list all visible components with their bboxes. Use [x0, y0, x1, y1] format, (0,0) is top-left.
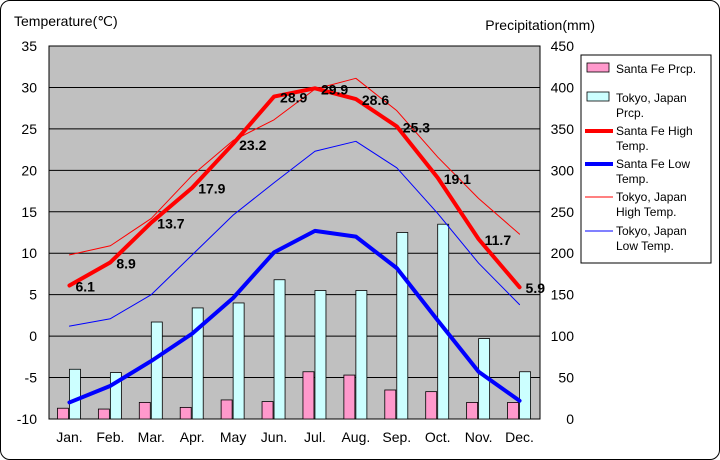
- left-tick-label: -5: [25, 370, 38, 386]
- category-label: Sep.: [382, 429, 411, 445]
- right-tick-label: 450: [551, 38, 575, 54]
- left-tick-label: 25: [21, 121, 37, 137]
- bar-0-3: [179, 406, 192, 420]
- category-label: Oct.: [425, 429, 451, 445]
- legend-label: Prcp.: [616, 106, 644, 120]
- bar-0-10: [466, 402, 479, 420]
- bar-1-3: [191, 307, 204, 420]
- data-label-8: 25.3: [403, 119, 430, 135]
- right-tick-label: 200: [551, 245, 575, 261]
- legend-label: Santa Fe High: [616, 124, 693, 138]
- bar-1-0: [69, 368, 81, 420]
- data-label-1: 8.9: [116, 255, 136, 271]
- series-line-2: [67, 86, 522, 290]
- left-tick-label: 5: [29, 287, 37, 303]
- right-tick-label: 100: [551, 328, 575, 344]
- legend-label: High Temp.: [616, 205, 676, 219]
- left-tick-label: 0: [29, 328, 37, 344]
- data-label-9: 19.1: [444, 171, 471, 187]
- bar-0-11: [507, 402, 519, 420]
- data-label-4: 23.2: [239, 137, 266, 153]
- bar-0-0: [57, 407, 69, 420]
- left-tick-label: 30: [21, 79, 37, 95]
- bar-0-1: [97, 408, 110, 420]
- category-label: Apr.: [180, 429, 205, 445]
- legend-label: Low Temp.: [616, 239, 674, 253]
- left-tick-label: 10: [21, 245, 37, 261]
- category-label: Jan.: [56, 429, 82, 445]
- category-label: Jun.: [261, 429, 287, 445]
- bar-1-11: [519, 371, 531, 420]
- bar-1-4: [232, 302, 245, 420]
- bar-1-5: [273, 279, 286, 420]
- right-tick-label: 0: [566, 411, 574, 427]
- legend-swatch-0: [586, 62, 610, 73]
- legend-label: Tokyo, Japan: [616, 190, 687, 204]
- data-label-11: 5.9: [526, 280, 546, 296]
- right-axis-title: Precipitation(mm): [485, 17, 595, 33]
- category-label: Aug.: [341, 429, 370, 445]
- category-label: Nov.: [465, 429, 493, 445]
- right-tick-label: 300: [551, 162, 575, 178]
- legend-label: Santa Fe Low: [616, 157, 690, 171]
- category-label: May: [220, 429, 246, 445]
- bar-1-7: [355, 290, 368, 420]
- data-label-6: 29.9: [321, 81, 348, 97]
- bar-1-6: [314, 290, 327, 420]
- bar-0-2: [138, 402, 151, 420]
- legend-swatch-1: [586, 91, 610, 102]
- bar-0-7: [343, 374, 356, 420]
- legend-label: Temp.: [616, 172, 649, 186]
- bar-1-8: [396, 232, 409, 420]
- left-axis-title: Temperature(℃): [14, 13, 118, 29]
- bar-0-4: [220, 399, 233, 420]
- series-line-4: [68, 77, 521, 256]
- right-tick-label: 400: [551, 79, 575, 95]
- data-label-3: 17.9: [198, 181, 225, 197]
- legend-label: Temp.: [616, 139, 649, 153]
- bar-0-9: [425, 391, 438, 420]
- legend-label: Tokyo, Japan: [616, 224, 687, 238]
- legend-label: Tokyo, Japan: [616, 91, 687, 105]
- right-tick-label: 250: [551, 204, 575, 220]
- left-tick-label: 35: [21, 38, 37, 54]
- right-tick-label: 50: [558, 370, 574, 386]
- category-label: Mar.: [138, 429, 165, 445]
- data-label-7: 28.6: [362, 92, 389, 108]
- legend-label: Santa Fe Prcp.: [616, 62, 696, 76]
- data-label-10: 11.7: [485, 232, 512, 248]
- bar-1-1: [109, 372, 122, 420]
- category-label: Jul.: [304, 429, 326, 445]
- series-line-5: [68, 140, 521, 327]
- bar-0-5: [261, 401, 274, 420]
- data-label-2: 13.7: [157, 216, 184, 232]
- category-label: Dec.: [505, 429, 534, 445]
- left-tick-label: 15: [21, 204, 37, 220]
- bar-0-6: [302, 371, 315, 420]
- left-tick-label: 20: [21, 162, 37, 178]
- bar-0-8: [384, 389, 397, 420]
- category-label: Feb.: [96, 429, 124, 445]
- right-tick-label: 150: [551, 287, 575, 303]
- legend-box: [580, 54, 712, 264]
- data-label-5: 28.9: [280, 90, 307, 106]
- right-tick-label: 350: [551, 121, 575, 137]
- series-line-3: [67, 228, 522, 405]
- data-label-0: 6.1: [75, 279, 95, 295]
- bar-1-2: [150, 321, 163, 420]
- left-tick-label: -10: [17, 411, 37, 427]
